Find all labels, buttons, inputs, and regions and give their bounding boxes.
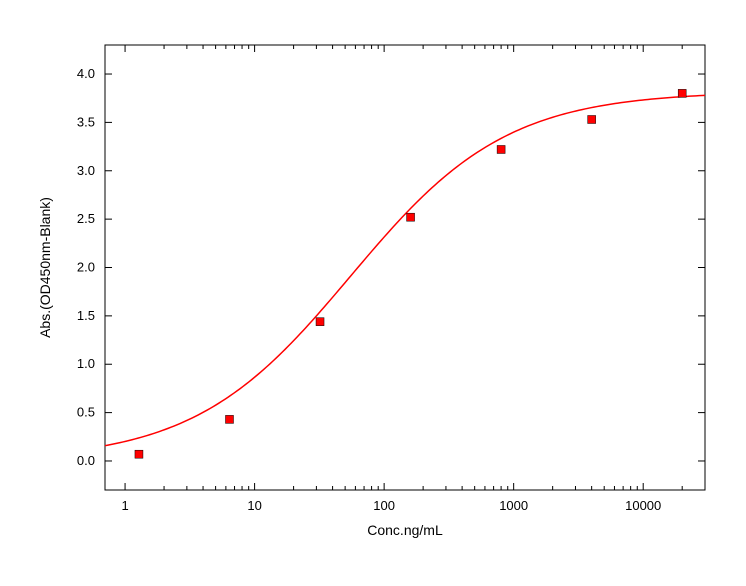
y-tick-label: 1.0: [77, 356, 95, 371]
chart-svg: 1 10 100 1000 10000 0.0 0.5 1.0 1.5 2.0 2.5 3.0 3.5 4…: [0, 0, 746, 586]
y-tick-label: 2.0: [77, 260, 95, 275]
x-tick-label: 1: [121, 498, 128, 513]
data-point: [407, 213, 415, 221]
y-tick-label: 3.0: [77, 163, 95, 178]
y-tick-label: 0.5: [77, 405, 95, 420]
data-point: [588, 115, 596, 123]
chart-container: 1 10 100 1000 10000 0.0 0.5 1.0 1.5 2.0 2.5 3.0 3.5 4…: [0, 0, 746, 586]
data-point: [316, 318, 324, 326]
y-tick-label: 1.5: [77, 308, 95, 323]
plot-frame: [105, 45, 705, 490]
x-tick-label: 1000: [499, 498, 528, 513]
x-axis-label: Conc.ng/mL: [367, 522, 443, 538]
fit-curve: [105, 95, 705, 445]
x-tick-label: 10: [247, 498, 261, 513]
data-point: [678, 89, 686, 97]
data-point: [497, 145, 505, 153]
x-tick-label: 100: [373, 498, 395, 513]
y-tick-label: 0.0: [77, 453, 95, 468]
data-point: [135, 450, 143, 458]
y-tick-label: 2.5: [77, 211, 95, 226]
y-tick-label: 4.0: [77, 66, 95, 81]
data-point: [225, 415, 233, 423]
y-axis-label: Abs.(OD450nm-Blank): [37, 197, 53, 338]
y-tick-label: 3.5: [77, 114, 95, 129]
x-tick-label: 10000: [625, 498, 661, 513]
